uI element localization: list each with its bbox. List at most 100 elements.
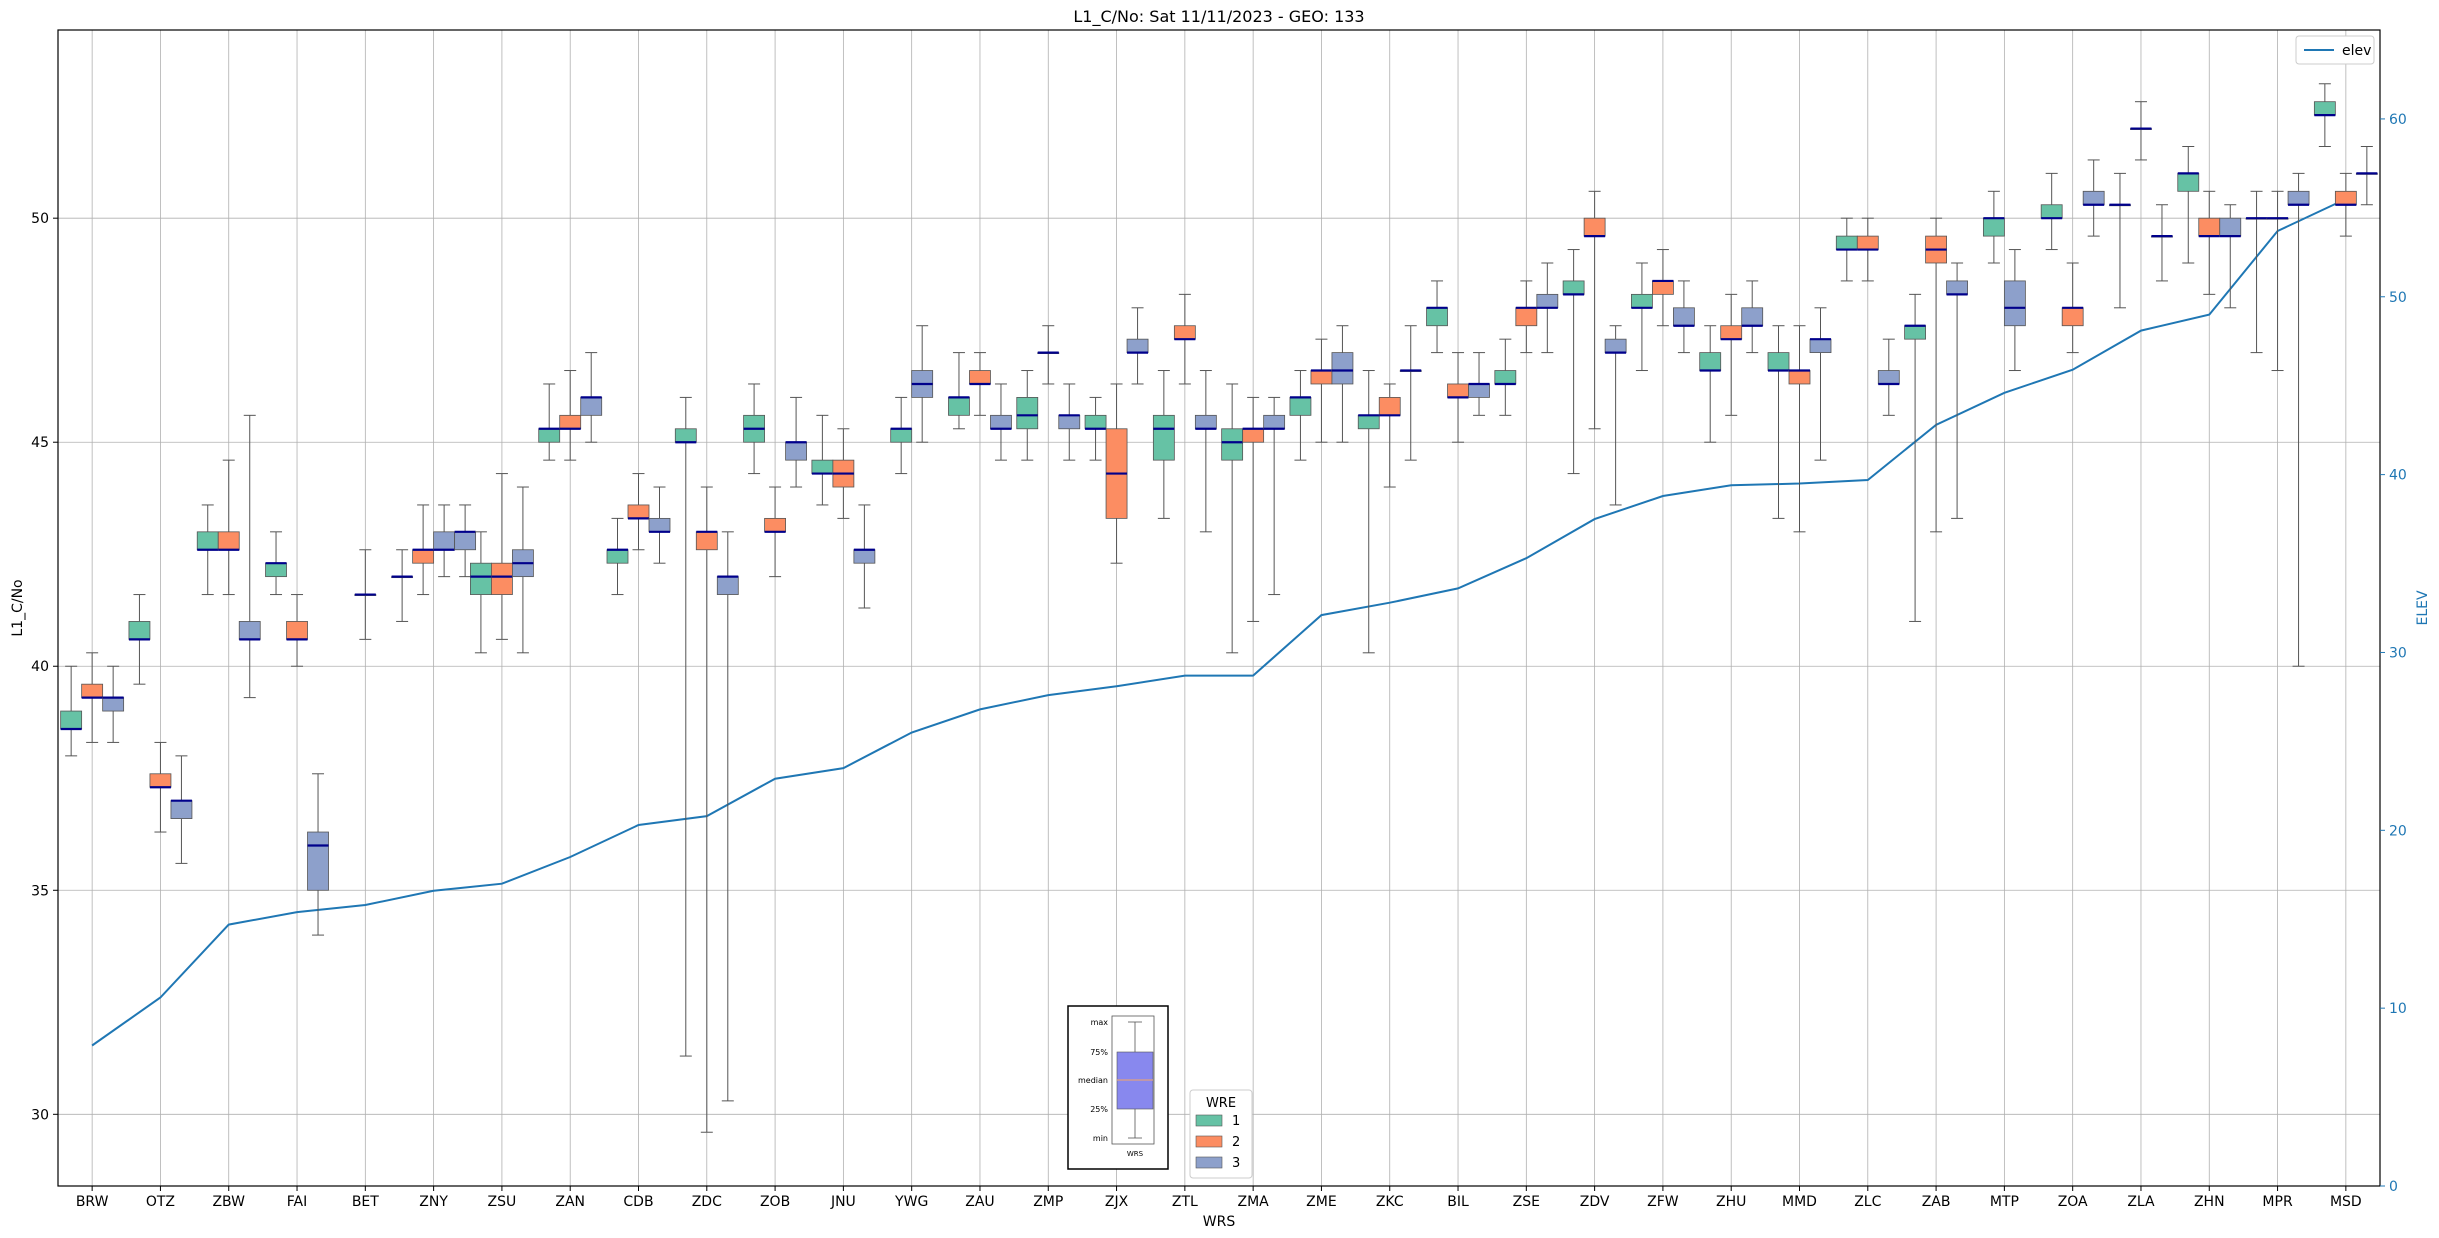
box-body [2003,280,2026,327]
box-body [648,517,671,533]
box-ZJX-2 [1105,383,1128,564]
box-body [196,531,219,551]
box-body [170,800,193,819]
inset-label-q3: 75% [1090,1048,1108,1057]
x-tick-label: ZOB [760,1194,790,1210]
box-BET-1 [354,549,377,640]
box-OTZ-3 [170,755,193,864]
box-ZMA-1 [1221,383,1244,654]
x-tick-label: ZHU [1716,1194,1746,1210]
box-body [764,517,786,533]
box-body [307,831,329,891]
box-BIL-3 [1468,352,1490,416]
y-tick-label: 45 [31,435,49,451]
box-body [1152,414,1175,461]
box-JNU-3 [853,504,876,609]
box-MMD-1 [1767,325,1790,519]
box-FAI-1 [265,531,287,596]
y-tick-label: 40 [31,659,49,675]
box-body [1331,352,1354,385]
box-ZLC-1 [1835,217,1858,282]
box-ZAN-3 [580,352,603,443]
box-body [716,576,739,595]
inset-label-max: max [1091,1018,1109,1027]
box-ZLA-1 [2109,172,2131,309]
box-MSD-2 [2334,172,2357,237]
x-tick-label: ZJX [1105,1194,1129,1210]
box-FAI-2 [286,594,308,667]
box-ZDC-1 [674,396,697,1057]
box-ZME-1 [1289,370,1312,461]
box-MMD-2 [1788,325,1811,533]
x-tick-label: ZDV [1580,1194,1610,1210]
box-OTZ-1 [128,594,151,685]
x-tick-label: JNU [830,1194,856,1210]
box-body [1289,397,1312,416]
box-BIL-1 [1426,280,1448,354]
box-ZAB-2 [1925,217,1947,533]
box-body [538,428,561,443]
box-body [785,441,807,461]
legend-wre-label-3: 3 [1232,1156,1240,1171]
box-ZOB-2 [764,486,786,578]
box-body [1767,352,1790,371]
y-tick-label: 50 [31,211,49,227]
box-body [1016,397,1039,430]
box-ZDV-2 [1583,190,1606,430]
box-body [1494,370,1517,385]
x-tick-label: ZAN [555,1194,585,1210]
box-YWG-1 [890,396,913,475]
x-tick-label: ZLA [2127,1194,2155,1210]
box-ZDC-2 [695,486,718,1133]
box-MMD-3 [1809,307,1832,461]
box-ZNY-2 [412,504,435,596]
legend-wre: WRE 1 2 3 [1189,1089,1253,1179]
box-body [1310,370,1333,385]
box-ZDV-3 [1604,325,1627,506]
box-ZLA-3 [2151,204,2173,282]
box-ZFW-1 [1631,262,1653,372]
box-MTP-1 [1982,190,2005,264]
x-tick-label: ZHN [2194,1194,2225,1210]
box-ZFW-3 [1673,280,1695,354]
box-ZAU-1 [948,352,970,430]
y2-tick-label: 20 [2389,823,2407,839]
box-body [1378,397,1401,416]
box-ZKC-2 [1378,383,1401,488]
box-ZOA-1 [2040,172,2063,251]
box-ZNY-1 [391,549,414,622]
box-body [433,531,456,551]
box-ZLC-2 [1856,217,1879,282]
y2-tick-label: 10 [2389,1001,2407,1017]
x-tick-label: MPR [2262,1194,2293,1210]
box-ZHN-3 [2219,204,2242,309]
inset-label-median: median [1078,1076,1108,1085]
y-axis-left: 30 35 40 45 50 [31,211,58,1123]
box-body [149,773,172,788]
box-body [1084,414,1107,430]
box-body [1809,338,1832,354]
box-body [1426,307,1448,327]
x-tick-label: OTZ [146,1194,175,1210]
box-ZAU-3 [990,383,1012,461]
legend-wre-swatch-3 [1195,1156,1223,1169]
y2-tick-label: 60 [2389,112,2407,128]
box-ZSE-1 [1494,338,1517,416]
box-ZDV-1 [1562,249,1585,475]
box-JNU-1 [811,414,834,506]
box-ZMP-3 [1058,383,1081,461]
box-CDB-2 [627,473,650,551]
y2-axis-label: ELEV [2415,590,2431,625]
box-body [1720,325,1743,340]
box-ZOA-2 [2061,262,2084,354]
box-ZOB-1 [743,383,765,475]
box-CDB-3 [648,486,671,564]
box-body [1741,307,1764,327]
legend-elev-label: elev [2342,43,2371,59]
inset-label-q1: 25% [1090,1105,1108,1114]
box-ZAU-2 [969,352,991,416]
box-body [1194,414,1217,430]
x-tick-label: ZAU [965,1194,994,1210]
box-body [969,370,991,385]
box-body [1583,217,1606,237]
